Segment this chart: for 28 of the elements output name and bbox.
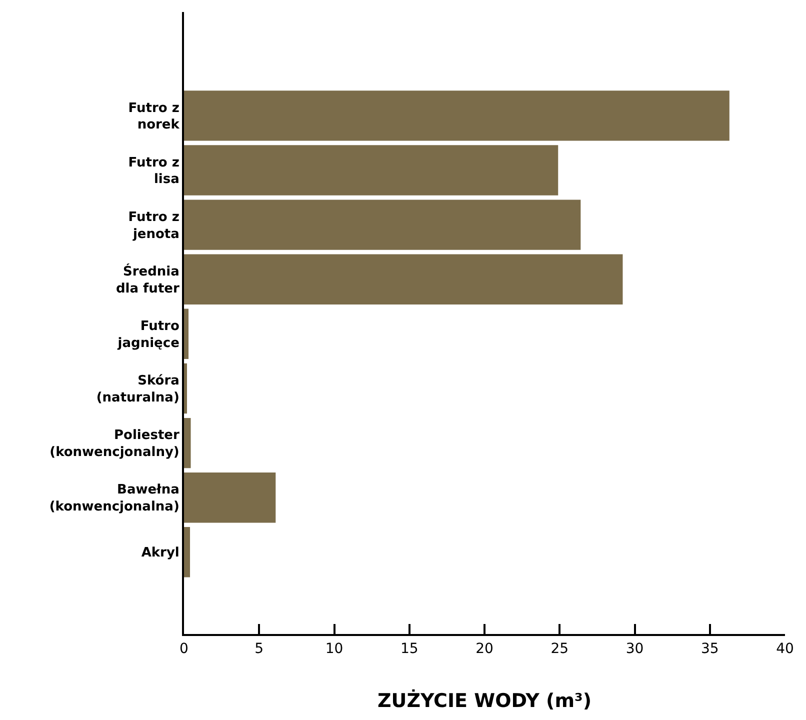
bar <box>184 200 581 250</box>
y-tick-label: Skóra (naturalna) <box>96 374 180 406</box>
x-tick-label: 10 <box>325 640 344 657</box>
x-tick-label: 30 <box>626 640 644 657</box>
y-tick-label: Akryl <box>141 546 180 561</box>
x-axis-title: ZUŻYCIE WODY (m³) <box>377 689 592 712</box>
y-tick-label: Futro z norek <box>128 100 180 133</box>
bar <box>184 145 558 196</box>
y-tick-label: Futro jagnięce <box>116 319 180 351</box>
x-tick-label: 5 <box>254 640 264 657</box>
y-tick-label: Poliester (konwencjonalny) <box>50 428 180 460</box>
bar <box>184 527 190 578</box>
x-tick-label: 20 <box>476 640 494 657</box>
x-tick-label: 25 <box>550 640 569 657</box>
bar <box>184 90 730 141</box>
bar <box>184 363 188 414</box>
x-tick-label: 0 <box>180 640 188 657</box>
bar <box>184 472 276 523</box>
y-tick-label: Bawełna (konwencjonalna) <box>49 482 180 515</box>
y-tick-label: Futro z jenota <box>128 210 180 242</box>
y-tick-label: Futro z lisa <box>128 155 180 188</box>
x-tick-label: 15 <box>400 640 418 657</box>
bar <box>184 308 189 360</box>
x-tick-label: 40 <box>776 640 794 657</box>
bar <box>184 418 191 468</box>
y-tick-label: Średnia dla futer <box>116 262 180 296</box>
x-tick-label: 35 <box>700 640 719 657</box>
bar <box>184 254 623 304</box>
